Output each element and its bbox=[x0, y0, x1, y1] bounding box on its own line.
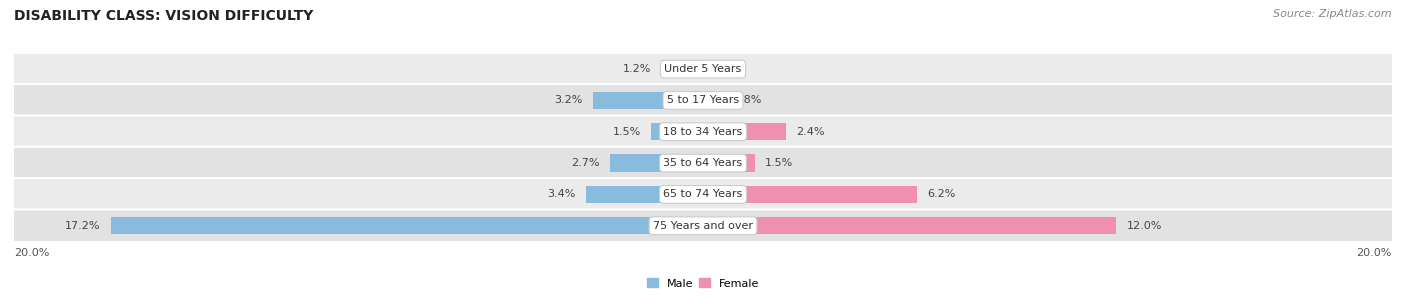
Bar bbox=[586, 186, 703, 203]
Text: 12.0%: 12.0% bbox=[1126, 221, 1163, 231]
Text: 20.0%: 20.0% bbox=[14, 248, 49, 258]
Text: 1.5%: 1.5% bbox=[613, 127, 641, 137]
Text: 3.4%: 3.4% bbox=[547, 189, 575, 199]
Bar bbox=[703, 186, 917, 203]
FancyBboxPatch shape bbox=[13, 178, 1393, 211]
Text: Under 5 Years: Under 5 Years bbox=[665, 64, 741, 74]
Bar bbox=[111, 217, 703, 234]
Bar bbox=[651, 123, 703, 140]
Bar bbox=[662, 60, 703, 78]
Text: DISABILITY CLASS: VISION DIFFICULTY: DISABILITY CLASS: VISION DIFFICULTY bbox=[14, 9, 314, 23]
Text: 17.2%: 17.2% bbox=[65, 221, 100, 231]
Text: 2.4%: 2.4% bbox=[796, 127, 824, 137]
Text: 35 to 64 Years: 35 to 64 Years bbox=[664, 158, 742, 168]
FancyBboxPatch shape bbox=[13, 84, 1393, 117]
Text: 0.38%: 0.38% bbox=[727, 95, 762, 105]
Text: 5 to 17 Years: 5 to 17 Years bbox=[666, 95, 740, 105]
Bar bbox=[703, 154, 755, 172]
FancyBboxPatch shape bbox=[13, 209, 1393, 242]
Text: 75 Years and over: 75 Years and over bbox=[652, 221, 754, 231]
Bar bbox=[703, 217, 1116, 234]
Bar bbox=[593, 92, 703, 109]
FancyBboxPatch shape bbox=[13, 147, 1393, 179]
Bar bbox=[610, 154, 703, 172]
FancyBboxPatch shape bbox=[13, 53, 1393, 85]
Text: 6.2%: 6.2% bbox=[927, 189, 955, 199]
FancyBboxPatch shape bbox=[13, 116, 1393, 148]
Text: 2.7%: 2.7% bbox=[571, 158, 599, 168]
Text: 1.2%: 1.2% bbox=[623, 64, 651, 74]
Text: 0.0%: 0.0% bbox=[713, 64, 741, 74]
Text: 20.0%: 20.0% bbox=[1357, 248, 1392, 258]
Text: 1.5%: 1.5% bbox=[765, 158, 793, 168]
Text: 3.2%: 3.2% bbox=[554, 95, 582, 105]
Text: Source: ZipAtlas.com: Source: ZipAtlas.com bbox=[1274, 9, 1392, 19]
Bar bbox=[703, 123, 786, 140]
Text: 65 to 74 Years: 65 to 74 Years bbox=[664, 189, 742, 199]
Legend: Male, Female: Male, Female bbox=[647, 278, 759, 288]
Text: 18 to 34 Years: 18 to 34 Years bbox=[664, 127, 742, 137]
Bar bbox=[703, 92, 716, 109]
